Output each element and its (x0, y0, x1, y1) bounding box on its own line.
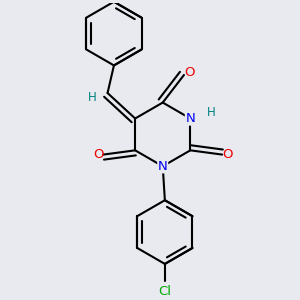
Text: N: N (158, 160, 168, 173)
Text: Cl: Cl (158, 285, 171, 298)
Text: O: O (184, 66, 194, 79)
Text: H: H (88, 91, 97, 104)
Text: H: H (207, 106, 216, 118)
Text: O: O (222, 148, 232, 161)
Text: O: O (93, 148, 104, 161)
Text: N: N (185, 112, 195, 125)
